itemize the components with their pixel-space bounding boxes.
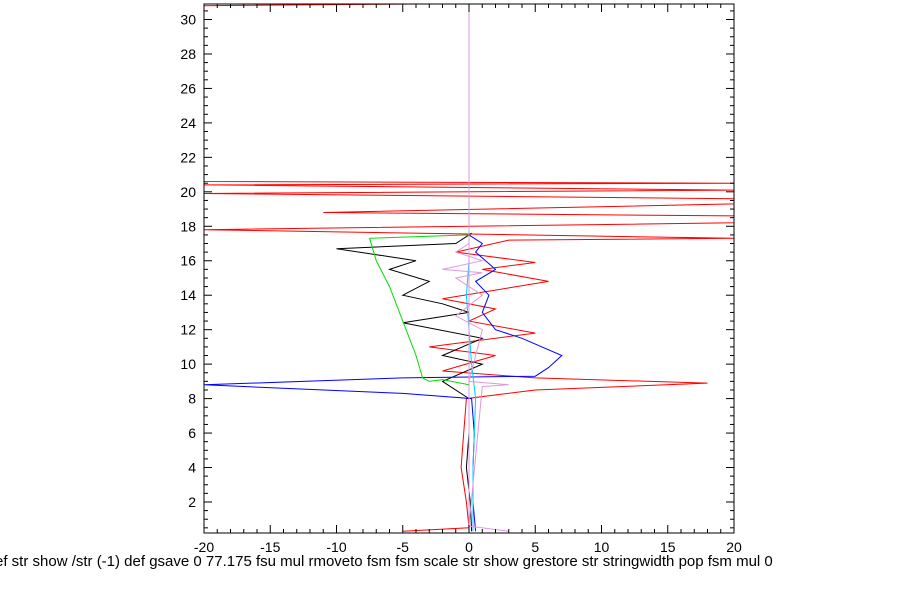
y-tick-label: 16 — [180, 253, 196, 269]
y-tick-label: 10 — [180, 356, 196, 372]
x-tick-label: -10 — [326, 539, 346, 555]
y-tick-label: 20 — [180, 184, 196, 200]
y-tick-label: 2 — [188, 494, 196, 510]
y-tick-label: 12 — [180, 322, 196, 338]
x-tick-label: -15 — [260, 539, 280, 555]
x-tick-label: 0 — [465, 539, 473, 555]
x-axis-overflow-text: ef str show /str (-1) def gsave 0 77.175… — [0, 553, 773, 570]
y-tick-label: 22 — [180, 149, 196, 165]
series-line-3 — [203, 234, 563, 532]
axis-layer: -20 -15 -10 -5 0 5 10 15 20246810121416182022242… — [180, 4, 742, 555]
series-line-1 — [203, 3, 735, 532]
y-tick-label: 28 — [180, 46, 196, 62]
y-tick-label: 4 — [188, 460, 196, 476]
y-tick-label: 24 — [180, 115, 196, 131]
y-tick-label: 8 — [188, 391, 196, 407]
y-tick-label: 14 — [180, 287, 196, 303]
series-line-4 — [368, 234, 470, 386]
y-tick-label: 18 — [180, 218, 196, 234]
y-tick-label: 26 — [180, 80, 196, 96]
x-tick-label: -5 — [397, 539, 410, 555]
series-layer — [203, 3, 735, 532]
y-tick-label: 6 — [188, 425, 196, 441]
x-tick-label: 5 — [531, 539, 539, 555]
x-tick-label: 10 — [594, 539, 610, 555]
y-tick-label: 30 — [180, 12, 196, 28]
series-line-7 — [442, 243, 509, 532]
plot-frame — [203, 3, 735, 534]
x-tick-label: 20 — [726, 539, 742, 555]
x-tick-label: 15 — [660, 539, 676, 555]
x-tick-label: -20 — [194, 539, 214, 555]
